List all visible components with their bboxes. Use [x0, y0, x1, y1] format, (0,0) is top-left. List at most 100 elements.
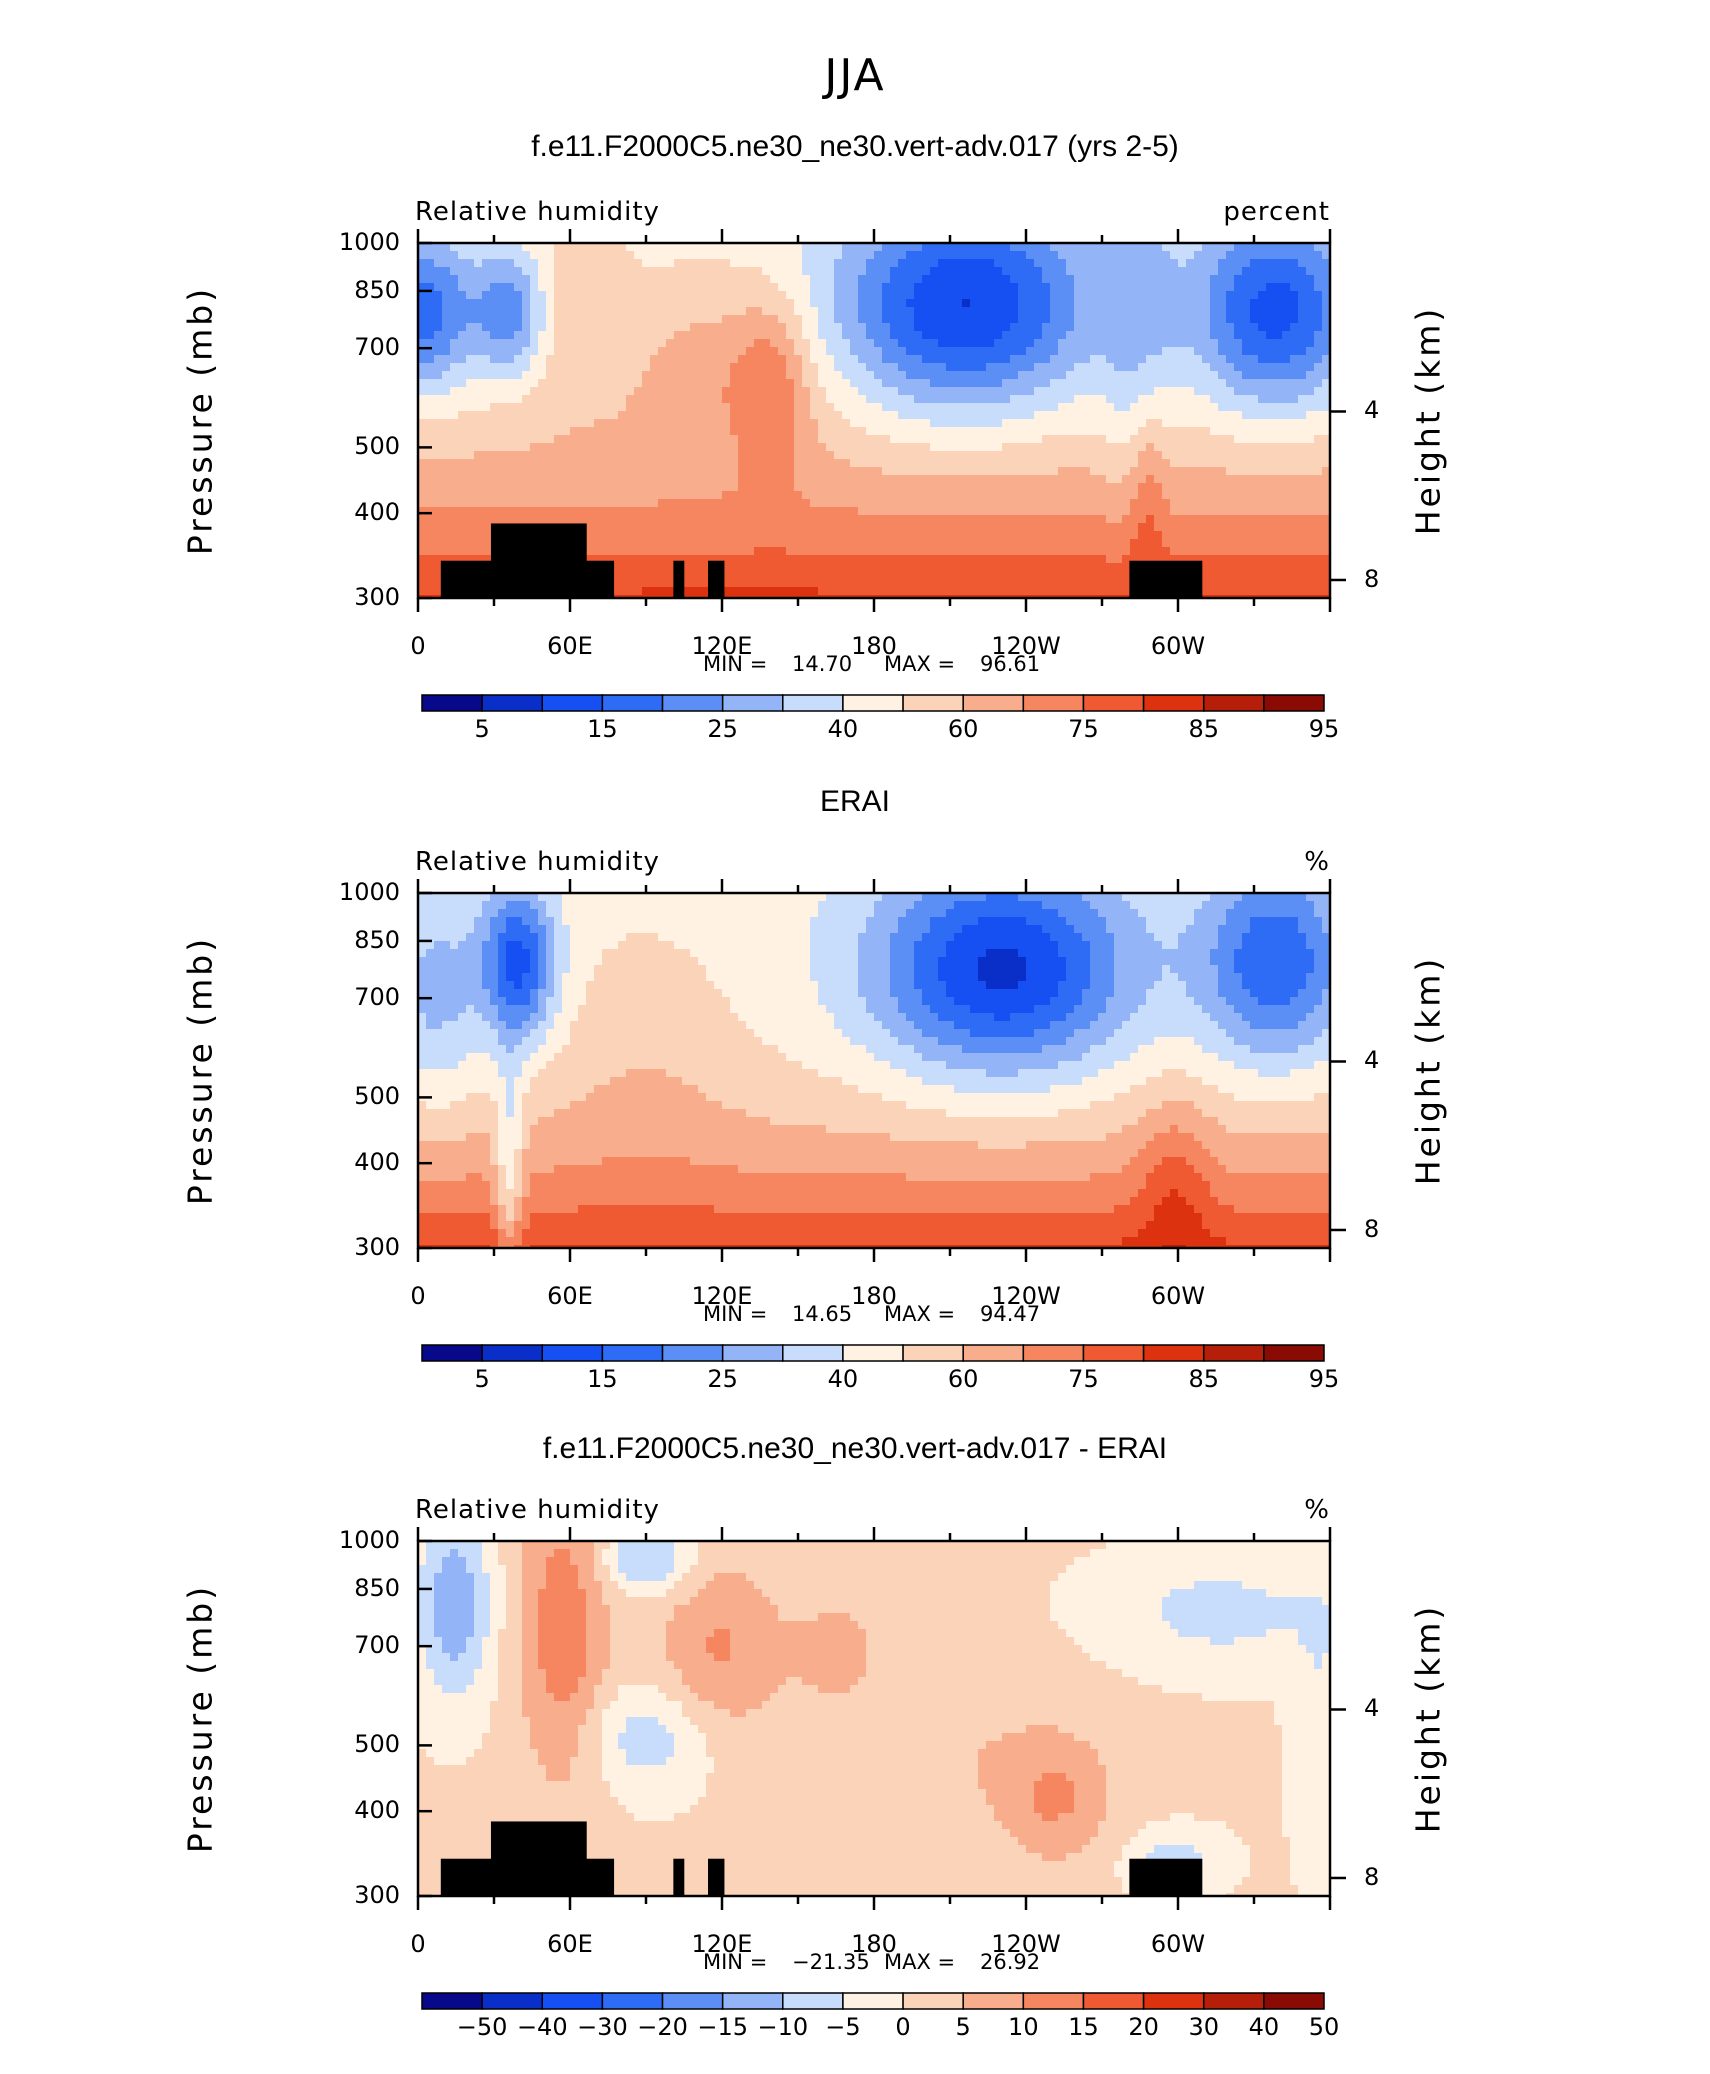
contour-cell [746, 571, 755, 580]
contour-cell [746, 251, 755, 260]
contour-cell [738, 507, 747, 516]
contour-cell [1266, 547, 1275, 556]
contour-cell [858, 291, 867, 300]
contour-cell [1058, 323, 1067, 332]
contour-cell [498, 355, 507, 364]
contour-cell [450, 539, 459, 548]
contour-cell [1146, 507, 1155, 516]
contour-cell [978, 251, 987, 260]
contour-cell [962, 515, 971, 524]
contour-cell [1122, 331, 1131, 340]
contour-cell [1058, 347, 1067, 356]
contour-cell [1026, 275, 1035, 284]
contour-cell [746, 587, 755, 596]
contour-cell [866, 467, 875, 476]
contour-cell [986, 419, 995, 428]
contour-cell [922, 571, 931, 580]
contour-cell [978, 563, 987, 572]
contour-cell [634, 435, 643, 444]
contour-cell [1178, 363, 1187, 372]
contour-cell [1010, 339, 1019, 348]
contour-cell [986, 339, 995, 348]
contour-cell [1042, 259, 1051, 268]
contour-cell [1090, 363, 1099, 372]
contour-cell [762, 571, 771, 580]
contour-cell [882, 275, 891, 284]
contour-cell [1010, 267, 1019, 276]
contour-cell [1322, 491, 1330, 500]
contour-cell [1234, 363, 1243, 372]
contour-cell [698, 251, 707, 260]
contour-cell [1090, 427, 1099, 436]
contour-cell [490, 259, 499, 268]
contour-cell [978, 419, 987, 428]
contour-cell [1146, 435, 1155, 444]
contour-cell [770, 563, 779, 572]
contour-cell [858, 283, 867, 292]
contour-cell [1218, 411, 1227, 420]
contour-cell [970, 507, 979, 516]
contour-cell [1082, 307, 1091, 316]
contour-cell [978, 459, 987, 468]
contour-cell [1138, 443, 1147, 452]
contour-cell [762, 291, 771, 300]
contour-cell [1274, 387, 1283, 396]
contour-cell [898, 339, 907, 348]
contour-cell [1042, 547, 1051, 556]
contour-cell [962, 555, 971, 564]
contour-cell [1226, 579, 1235, 588]
contour-cell [546, 427, 555, 436]
contour-cell [962, 291, 971, 300]
contour-cell [650, 347, 659, 356]
contour-cell [1034, 251, 1043, 260]
contour-cell [1186, 387, 1195, 396]
contour-cell [1210, 563, 1219, 572]
contour-cell [1050, 515, 1059, 524]
contour-cell [666, 507, 675, 516]
contour-cell [938, 323, 947, 332]
contour-cell [898, 251, 907, 260]
contour-cell [554, 339, 563, 348]
contour-cell [1130, 355, 1139, 364]
contour-cell [1138, 531, 1147, 540]
contour-cell [1290, 507, 1299, 516]
contour-cell [482, 323, 491, 332]
contour-cell [1242, 491, 1251, 500]
contour-cell [1178, 467, 1187, 476]
contour-cell [810, 403, 819, 412]
contour-cell [482, 387, 491, 396]
contour-cell [1314, 419, 1323, 428]
contour-cell [1186, 419, 1195, 428]
contour-cell [818, 315, 827, 324]
contour-cell [882, 515, 891, 524]
contour-cell [1130, 403, 1139, 412]
contour-cell [586, 467, 595, 476]
contour-cell [1202, 475, 1211, 484]
contour-cell [1066, 299, 1075, 308]
contour-cell [970, 587, 979, 596]
contour-cell [778, 491, 787, 500]
contour-cell [826, 579, 835, 588]
contour-cell [1170, 331, 1179, 340]
contour-cell [1242, 267, 1251, 276]
contour-cell [1066, 563, 1075, 572]
contour-cell [1050, 483, 1059, 492]
contour-cell [482, 355, 491, 364]
contour-cell [506, 347, 515, 356]
contour-cell [618, 283, 627, 292]
contour-cell [946, 515, 955, 524]
contour-cell [1034, 363, 1043, 372]
contour-cell [722, 563, 731, 572]
contour-cell [474, 371, 483, 380]
contour-cell [1226, 315, 1235, 324]
contour-cell [682, 379, 691, 388]
contour-cell [1098, 299, 1107, 308]
contour-cell [666, 315, 675, 324]
contour-cell [826, 571, 835, 580]
contour-cell [1290, 299, 1299, 308]
contour-cell [546, 243, 555, 252]
contour-cell [938, 315, 947, 324]
contour-cell [698, 267, 707, 276]
contour-cell [666, 243, 675, 252]
contour-cell [1250, 451, 1259, 460]
